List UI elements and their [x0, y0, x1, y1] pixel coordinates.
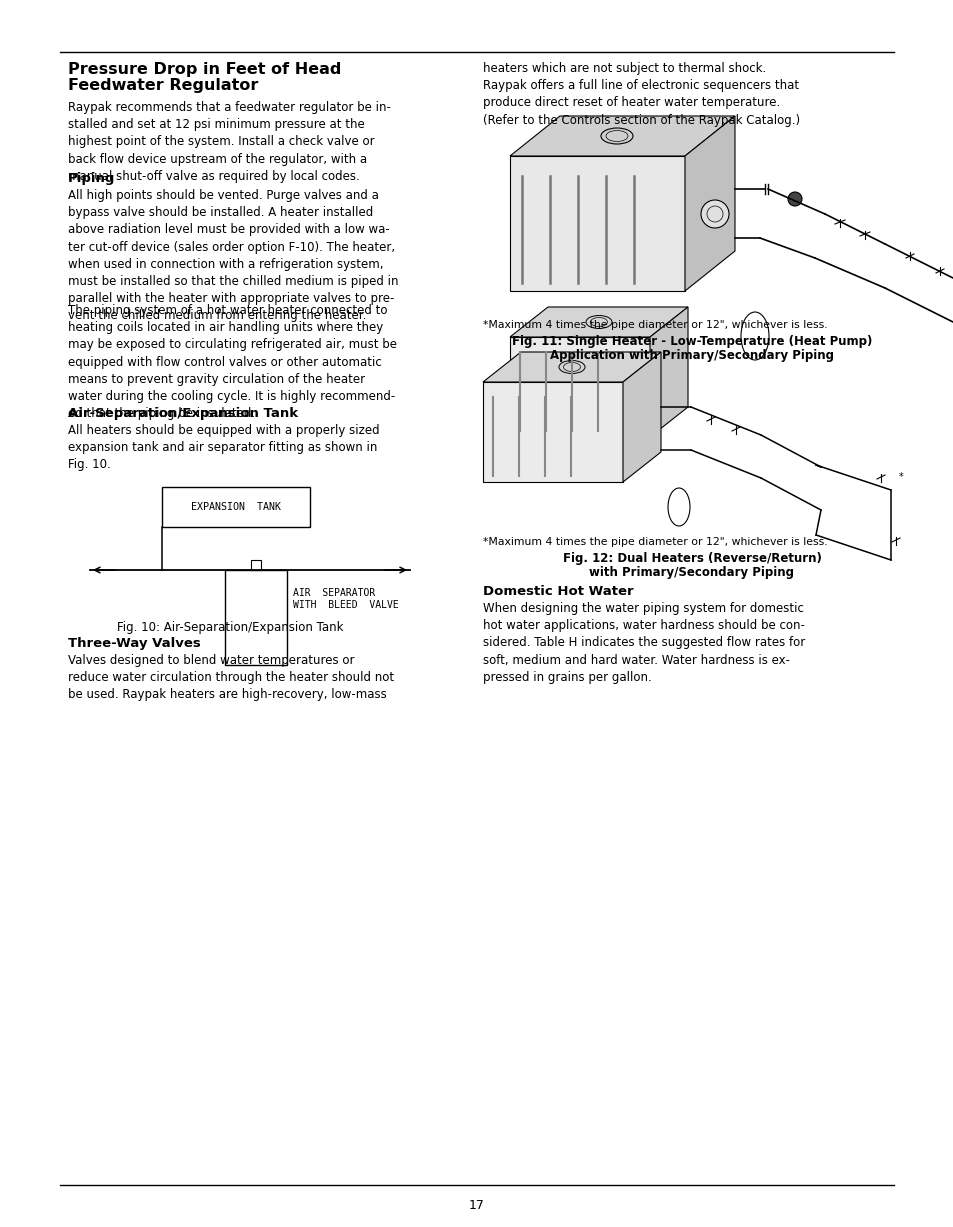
Bar: [482, 382, 622, 482]
Ellipse shape: [740, 312, 768, 360]
Text: *: *: [898, 472, 902, 482]
Text: with Primary/Secondary Piping: with Primary/Secondary Piping: [589, 566, 794, 579]
Ellipse shape: [667, 488, 689, 526]
Text: Application with Primary/Secondary Piping: Application with Primary/Secondary Pipin…: [550, 348, 833, 362]
Text: Domestic Hot Water: Domestic Hot Water: [482, 585, 633, 598]
Polygon shape: [510, 307, 687, 337]
Text: Feedwater Regulator: Feedwater Regulator: [68, 79, 258, 93]
Text: The piping system of a hot water heater connected to
heating coils located in ai: The piping system of a hot water heater …: [68, 304, 396, 420]
Text: Fig. 12: Dual Heaters (Reverse/Return): Fig. 12: Dual Heaters (Reverse/Return): [562, 552, 821, 564]
Text: Pressure Drop in Feet of Head: Pressure Drop in Feet of Head: [68, 63, 341, 77]
Text: Air-Separation/Expansion Tank: Air-Separation/Expansion Tank: [68, 407, 297, 420]
Ellipse shape: [590, 318, 607, 326]
Text: *Maximum 4 times the pipe diameter or 12", whichever is less.: *Maximum 4 times the pipe diameter or 12…: [482, 320, 827, 330]
Text: All heaters should be equipped with a properly sized
expansion tank and air sepa: All heaters should be equipped with a pr…: [68, 425, 379, 471]
Circle shape: [700, 200, 728, 228]
Text: Three-Way Valves: Three-Way Valves: [68, 637, 200, 650]
Text: heaters which are not subject to thermal shock.
Raypak offers a full line of ele: heaters which are not subject to thermal…: [482, 63, 800, 126]
Bar: [162, 487, 310, 528]
Ellipse shape: [605, 130, 627, 141]
Text: *Maximum 4 times the pipe diameter or 12", whichever is less.: *Maximum 4 times the pipe diameter or 12…: [482, 537, 827, 547]
Ellipse shape: [600, 128, 633, 144]
Polygon shape: [684, 117, 734, 291]
Circle shape: [706, 206, 722, 222]
Circle shape: [787, 191, 801, 206]
Ellipse shape: [585, 315, 612, 329]
Text: When designing the water piping system for domestic
hot water applications, wate: When designing the water piping system f…: [482, 602, 804, 683]
Text: Fig. 11: Single Heater - Low-Temperature (Heat Pump): Fig. 11: Single Heater - Low-Temperature…: [511, 335, 871, 348]
Text: EXPANSION  TANK: EXPANSION TANK: [191, 502, 281, 512]
Text: AIR  SEPARATOR: AIR SEPARATOR: [293, 588, 375, 598]
Polygon shape: [649, 307, 687, 437]
Text: Piping: Piping: [68, 172, 115, 185]
Text: Fig. 10: Air-Separation/Expansion Tank: Fig. 10: Air-Separation/Expansion Tank: [116, 621, 343, 634]
Ellipse shape: [558, 361, 584, 373]
Text: WITH  BLEED  VALVE: WITH BLEED VALVE: [293, 600, 398, 610]
Text: Raypak recommends that a feedwater regulator be in-
stalled and set at 12 psi mi: Raypak recommends that a feedwater regul…: [68, 101, 391, 183]
Bar: [510, 337, 649, 437]
Polygon shape: [482, 352, 660, 382]
Polygon shape: [510, 117, 734, 156]
Text: All high points should be vented. Purge valves and a
bypass valve should be inst: All high points should be vented. Purge …: [68, 189, 398, 323]
Text: Valves designed to blend water temperatures or
reduce water circulation through : Valves designed to blend water temperatu…: [68, 654, 394, 702]
Bar: [251, 560, 261, 571]
Bar: [225, 571, 287, 665]
Bar: [510, 156, 684, 291]
Text: 17: 17: [469, 1199, 484, 1212]
Polygon shape: [622, 352, 660, 482]
Ellipse shape: [563, 362, 579, 372]
